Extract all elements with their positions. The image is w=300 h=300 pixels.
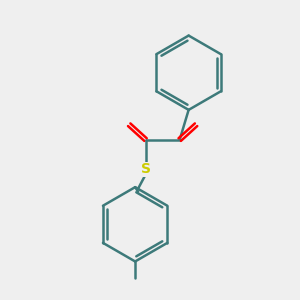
- Text: S: S: [140, 162, 151, 176]
